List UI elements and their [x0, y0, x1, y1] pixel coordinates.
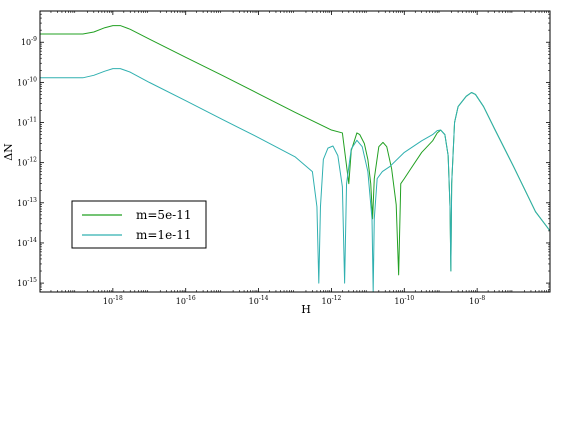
legend-label-m-5e-11: m=5e-11: [136, 208, 192, 222]
y-axis-label: ΔN: [2, 143, 15, 161]
x-tick-label: 10-14: [249, 295, 269, 306]
plot-frame: [39, 10, 551, 293]
y-tick-label: 10-11: [17, 117, 37, 128]
y-tick-label: 10-10: [17, 76, 37, 87]
x-axis-label: H: [301, 303, 311, 316]
y-tick-label: 10-9: [21, 36, 37, 47]
x-tick-label: 10-16: [176, 295, 196, 306]
x-tick-label: 10-18: [103, 295, 123, 306]
legend: m=5e-11 m=1e-11: [71, 200, 207, 249]
y-tick-label: 10-12: [17, 157, 37, 168]
y-tick-label: 10-15: [17, 277, 37, 288]
series-layer: [40, 25, 551, 293]
y-tick-label: 10-13: [17, 197, 37, 208]
legend-box: [71, 200, 207, 249]
legend-label-m-1e-11: m=1e-11: [136, 228, 192, 242]
y-tick-label: 10-14: [17, 237, 37, 248]
series-line-m-1e-11: [40, 68, 551, 293]
x-tick-label: 10-10: [394, 295, 414, 306]
x-tick-label: 10-12: [321, 295, 341, 306]
x-tick-label: 10-8: [469, 295, 485, 306]
plot-background: [40, 11, 550, 292]
